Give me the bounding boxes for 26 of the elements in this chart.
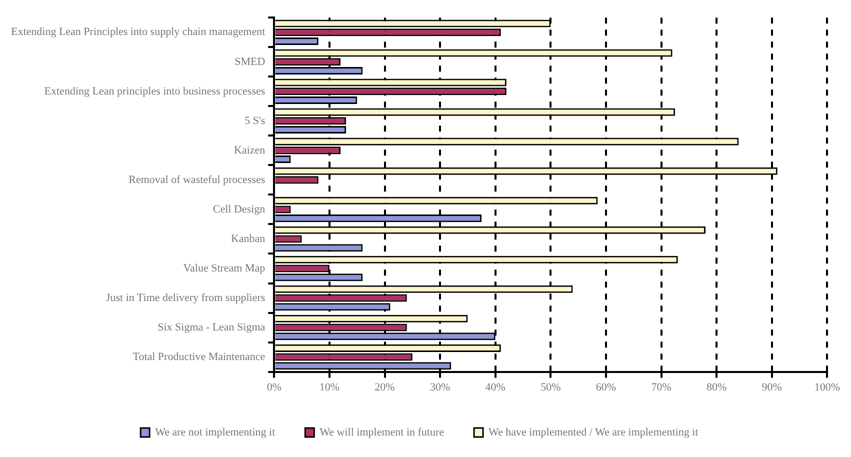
y-tick-label: Just in Time delivery from suppliers	[106, 292, 266, 304]
x-tick-label: 60%	[596, 381, 616, 394]
y-tick-label: Total Productive Maintenance	[132, 350, 266, 363]
x-tick-label: 30%	[430, 381, 450, 394]
x-tick-label: 70%	[651, 381, 672, 394]
y-tick-label: Six Sigma - Lean Sigma	[158, 321, 266, 334]
y-tick-label: Value Stream Map	[183, 262, 266, 274]
x-tick-label: 100%	[814, 381, 840, 394]
x-tick-label: 10%	[319, 381, 340, 394]
y-tick-label: 5 S's	[244, 114, 266, 127]
x-tick-label: 40%	[485, 381, 506, 394]
x-tick-label: 20%	[374, 381, 395, 394]
x-tick-label: 0%	[266, 381, 282, 394]
x-tick-label: 50%	[540, 381, 561, 394]
y-tick-label: Kaizen	[234, 144, 266, 156]
x-tick-label: 90%	[762, 381, 782, 394]
legend-label: We have implemented / We are implementing it	[488, 426, 698, 438]
y-tick-label: SMED	[234, 56, 266, 68]
x-tick-label: 80%	[706, 381, 727, 394]
y-tick-label: Removal of wasteful processes	[128, 174, 266, 186]
legend-label: We will implement in future	[320, 426, 444, 438]
y-tick-label: Extending Lean principles into business processes	[44, 85, 266, 98]
y-tick-label: Kanban	[230, 232, 266, 245]
legend-label: We are not implementing it	[155, 426, 276, 438]
y-tick-label: Cell Design	[212, 203, 266, 216]
y-tick-label: Extending Lean Principles into supply chain management	[10, 26, 266, 38]
